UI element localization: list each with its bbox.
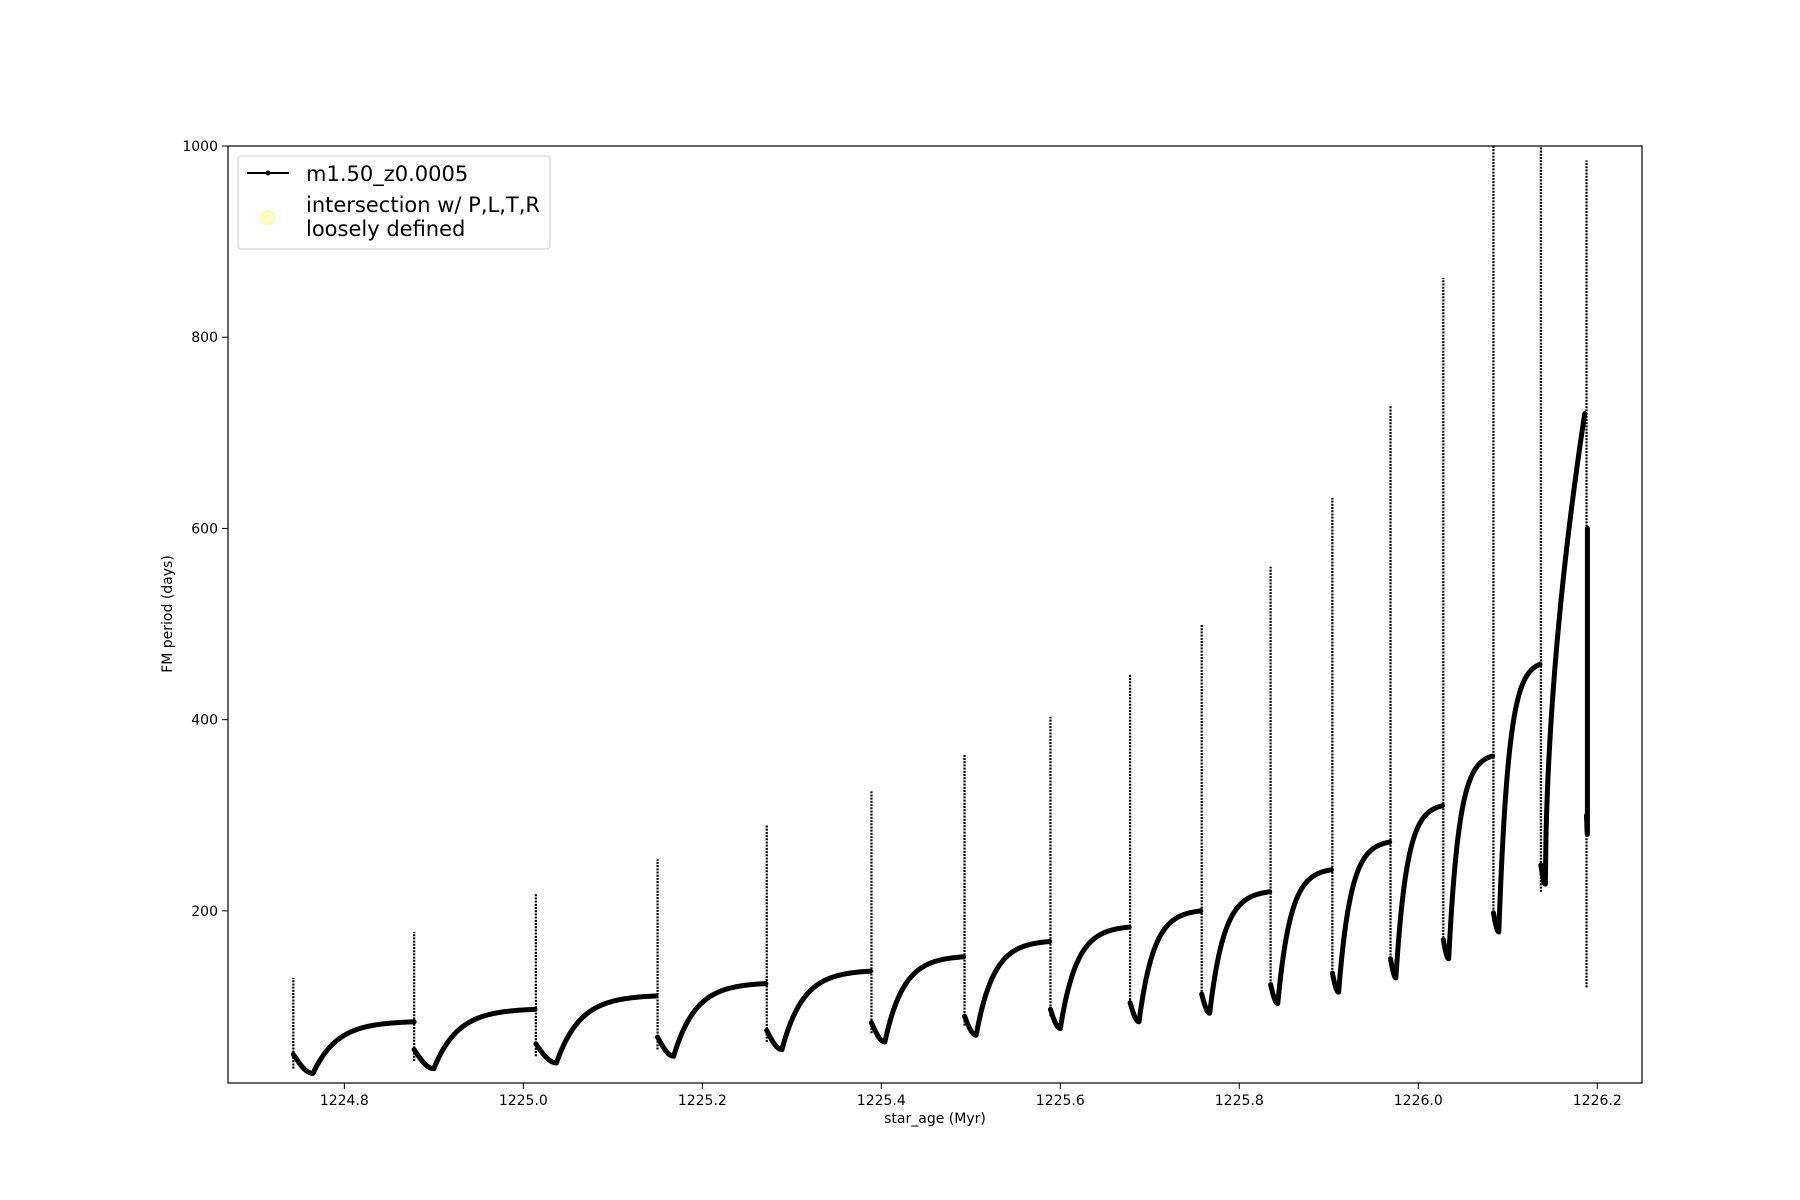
pulse-cycle-curve — [962, 938, 1053, 1038]
series-line — [290, 146, 1590, 1076]
pulse-cycle-curve — [411, 1006, 538, 1072]
pulse-cycle-curve — [655, 981, 769, 1059]
legend-intersection-label-line2: loosely defined — [306, 217, 465, 241]
plot-area — [227, 145, 1643, 1084]
pulse-cycle-curve — [1584, 525, 1590, 837]
legend-line-marker — [265, 170, 271, 176]
x-tick-label: 1225.0 — [499, 1093, 548, 1109]
x-tick-label: 1225.6 — [1036, 1093, 1085, 1109]
pulse-cycle-curve — [1199, 889, 1273, 1016]
y-tick-label: 800 — [191, 330, 218, 346]
y-axis: 200 400 600 800 1000 — [182, 139, 228, 920]
pulse-cycle-curve — [1440, 753, 1496, 962]
x-tick-label: 1226.2 — [1573, 1093, 1622, 1109]
pulse-cycle-curve — [1490, 661, 1543, 935]
y-tick-label: 400 — [191, 713, 218, 729]
x-tick-label: 1225.2 — [678, 1093, 727, 1109]
pulse-cycle-curve — [1388, 803, 1445, 981]
y-tick-label: 600 — [191, 521, 218, 537]
pulse-cycle-curve — [290, 1019, 417, 1076]
pulse-cycle-curve — [533, 993, 659, 1066]
x-tick-label: 1225.4 — [857, 1093, 906, 1109]
x-axis-label: star_age (Myr) — [884, 1111, 986, 1127]
legend: m1.50_z0.0005 intersection w/ P,L,T,R lo… — [237, 155, 551, 250]
pulse-cycle-curve — [1538, 411, 1588, 887]
y-axis-label: FM period (days) — [160, 555, 176, 673]
legend-intersection-label-line1: intersection w/ P,L,T,R — [306, 193, 540, 217]
pulse-cycle-curve — [1127, 908, 1204, 1025]
y-tick-label: 1000 — [182, 139, 218, 155]
legend-series-label: m1.50_z0.0005 — [306, 162, 468, 187]
legend-box — [237, 155, 551, 250]
pulse-cycle-curve — [1329, 839, 1393, 995]
x-tick-label: 1224.8 — [320, 1093, 369, 1109]
pulse-cycle-curve — [764, 968, 874, 1053]
axes-frame — [227, 145, 1643, 1084]
x-axis: 1224.8 1225.0 1225.2 1225.4 1225.6 1225.8 1226… — [320, 1083, 1622, 1109]
x-tick-label: 1226.0 — [1394, 1093, 1443, 1109]
pulse-cycle-curve — [868, 954, 967, 1045]
series-layer — [290, 146, 1590, 1076]
pulse-cycle-curve — [1047, 924, 1132, 1031]
legend-intersection-marker — [260, 210, 276, 226]
x-tick-label: 1225.8 — [1215, 1093, 1264, 1109]
y-tick-label: 200 — [191, 904, 218, 920]
pulse-cycle-curve — [1268, 867, 1334, 1007]
